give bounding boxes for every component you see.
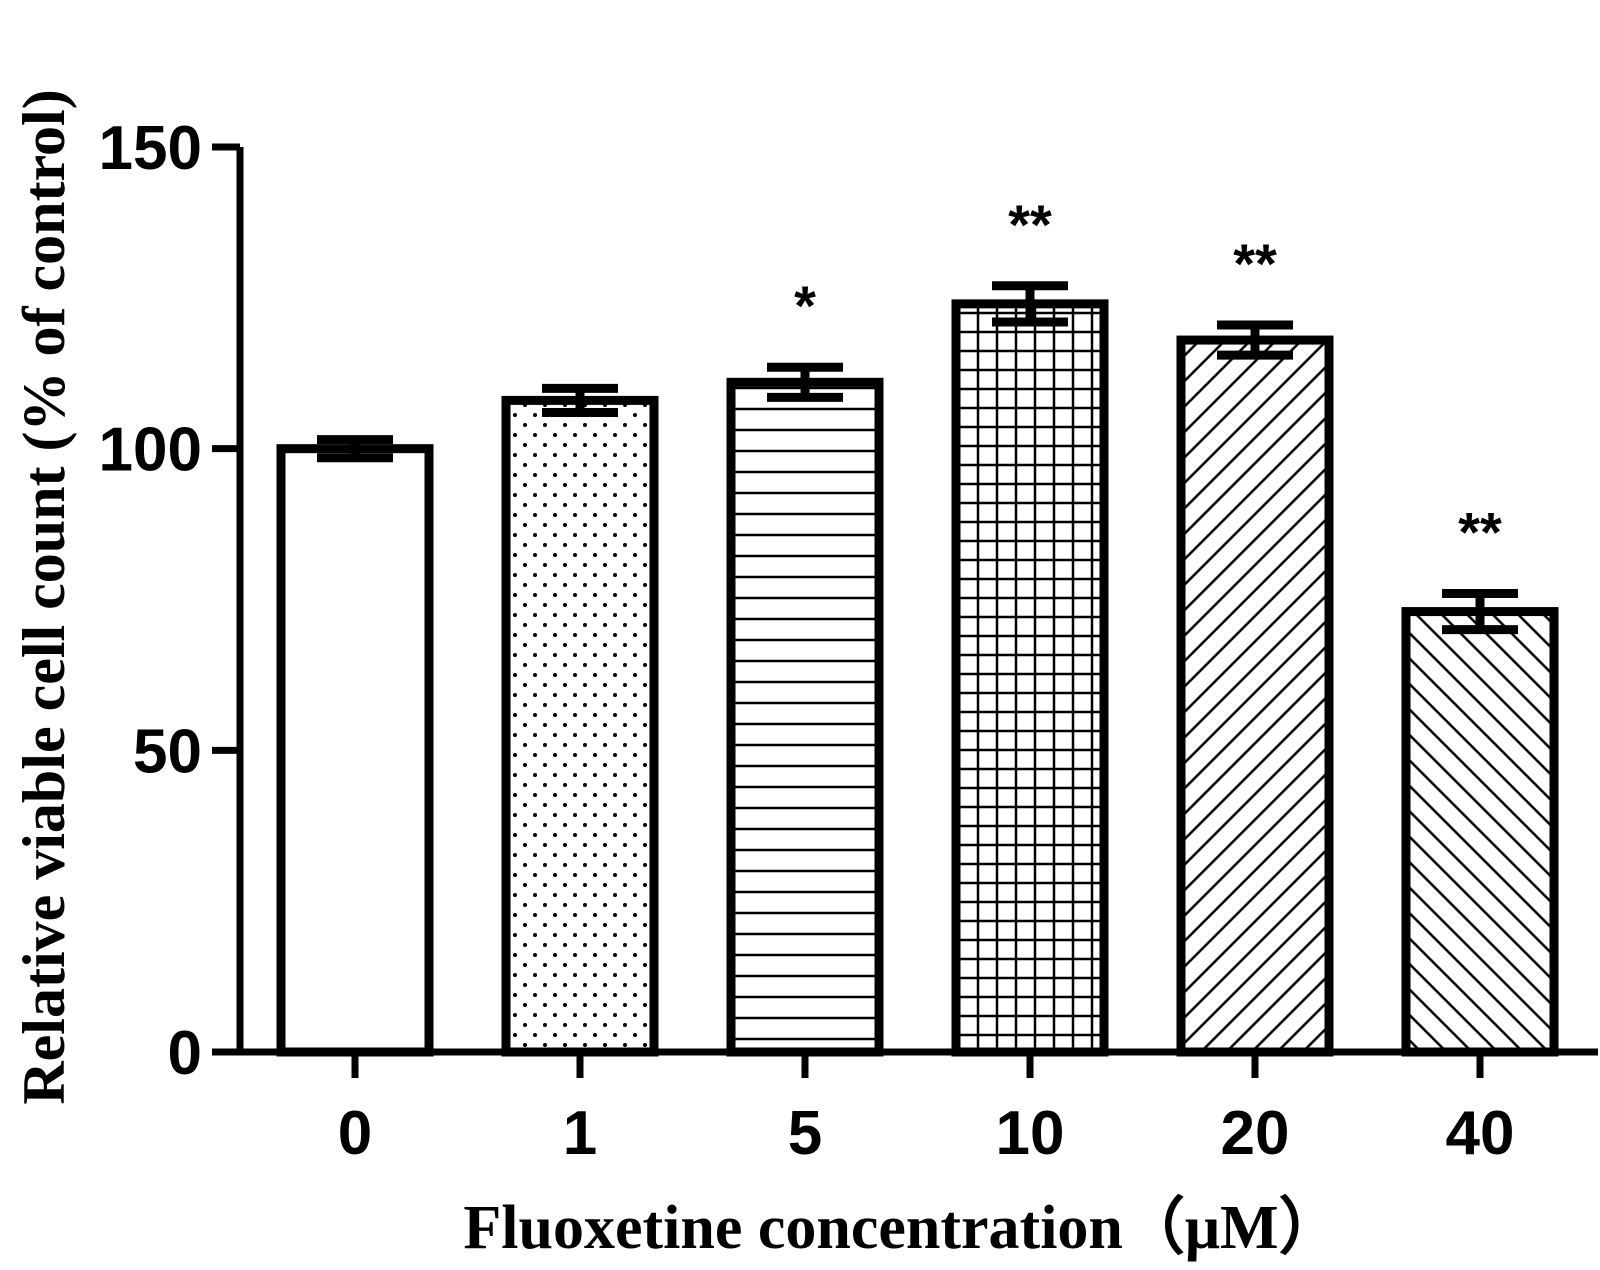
tick-labels-group: 0 1 5 10 20 40 0 50 100 150 bbox=[99, 114, 1515, 1168]
y-tick-label-100: 100 bbox=[99, 416, 202, 485]
y-tick-label-150: 150 bbox=[99, 114, 202, 183]
y-tick-label-50: 50 bbox=[133, 717, 202, 786]
axes-group bbox=[212, 143, 1598, 1078]
y-axis-label: Relative viable cell count (% of control… bbox=[11, 89, 77, 1104]
x-tick-label-5: 5 bbox=[788, 1099, 822, 1168]
x-axis-label: Fluoxetine concentration（μM） bbox=[463, 1192, 1340, 1262]
significance-marker-10: ** bbox=[1008, 193, 1052, 256]
x-tick-label-10: 10 bbox=[996, 1099, 1065, 1168]
bar-40 bbox=[1401, 607, 1559, 1057]
significance-marker-20: ** bbox=[1233, 232, 1277, 295]
x-tick-label-20: 20 bbox=[1221, 1099, 1290, 1168]
bar-5 bbox=[726, 377, 884, 1057]
x-tick-label-40: 40 bbox=[1446, 1099, 1515, 1168]
y-tick-label-0: 0 bbox=[168, 1019, 202, 1088]
bar-20 bbox=[1176, 335, 1334, 1057]
bar-0 bbox=[276, 444, 434, 1057]
significance-group: ******* bbox=[794, 193, 1502, 564]
bar-10 bbox=[951, 299, 1109, 1057]
significance-marker-40: ** bbox=[1458, 500, 1502, 563]
errorbars-group bbox=[317, 281, 1518, 635]
x-tick-label-0: 0 bbox=[338, 1099, 372, 1168]
bars-group bbox=[276, 299, 1559, 1057]
significance-marker-5: * bbox=[794, 274, 816, 337]
x-tick-label-1: 1 bbox=[563, 1099, 597, 1168]
bar-1 bbox=[501, 395, 659, 1057]
